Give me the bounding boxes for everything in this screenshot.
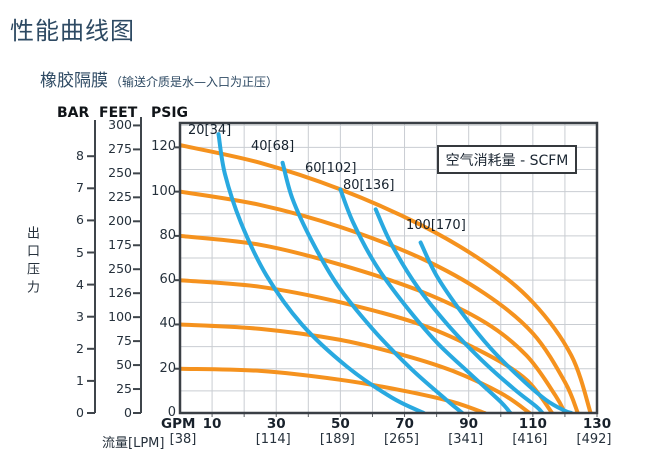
air-curve-80scfm bbox=[373, 207, 545, 413]
pump-curve-60psig bbox=[180, 278, 555, 413]
diaphragm-type-label: 橡胶隔膜 bbox=[40, 71, 108, 91]
subtitle-note: （输送介质是水—入口为正压） bbox=[110, 75, 279, 89]
pump-curve-120psig bbox=[180, 143, 593, 413]
page-title: 性能曲线图 bbox=[10, 17, 135, 45]
pump-curve-40psig bbox=[180, 322, 532, 413]
psig-scale-header: PSIG bbox=[151, 105, 189, 121]
subtitle-row: 橡胶隔膜 （输送介质是水—入口为正压） bbox=[40, 66, 278, 91]
plot-border bbox=[178, 121, 599, 415]
pump-curve-80psig bbox=[180, 233, 567, 413]
feet-scale-header: FEET bbox=[99, 105, 138, 121]
air-curve-40scfm bbox=[280, 160, 465, 413]
air-curve-60scfm bbox=[338, 187, 513, 413]
y-axis-title: 出口压力 bbox=[24, 226, 39, 298]
air-curve-20scfm bbox=[216, 132, 426, 413]
air-curve-100scfm bbox=[418, 240, 574, 413]
bar-scale-header: BAR bbox=[57, 105, 90, 121]
